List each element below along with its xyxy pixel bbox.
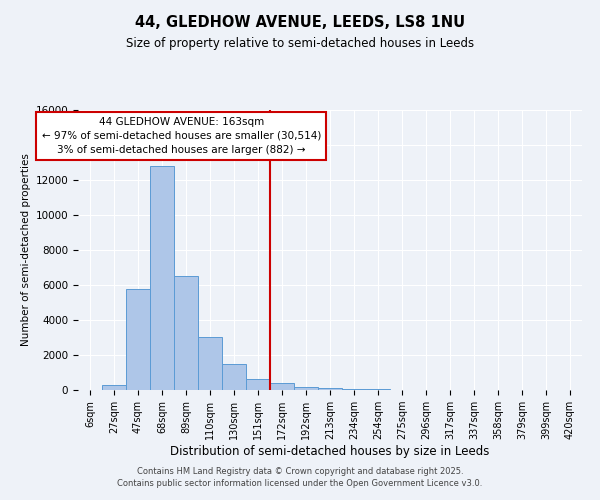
Bar — [198, 336, 222, 390]
Bar — [150, 166, 174, 390]
Text: 44 GLEDHOW AVENUE: 163sqm
← 97% of semi-detached houses are smaller (30,514)
3% : 44 GLEDHOW AVENUE: 163sqm ← 97% of semi-… — [41, 117, 321, 155]
X-axis label: Distribution of semi-detached houses by size in Leeds: Distribution of semi-detached houses by … — [170, 445, 490, 458]
Text: Contains HM Land Registry data © Crown copyright and database right 2025.
Contai: Contains HM Land Registry data © Crown c… — [118, 466, 482, 487]
Text: 44, GLEDHOW AVENUE, LEEDS, LS8 1NU: 44, GLEDHOW AVENUE, LEEDS, LS8 1NU — [135, 15, 465, 30]
Bar — [126, 288, 150, 390]
Bar — [102, 385, 126, 390]
Bar — [270, 383, 294, 390]
Bar — [246, 378, 270, 390]
Bar — [342, 389, 366, 390]
Bar — [318, 388, 342, 390]
Y-axis label: Number of semi-detached properties: Number of semi-detached properties — [22, 154, 31, 346]
Bar — [294, 386, 318, 390]
Text: Size of property relative to semi-detached houses in Leeds: Size of property relative to semi-detach… — [126, 38, 474, 51]
Bar — [174, 276, 198, 390]
Bar — [222, 364, 246, 390]
